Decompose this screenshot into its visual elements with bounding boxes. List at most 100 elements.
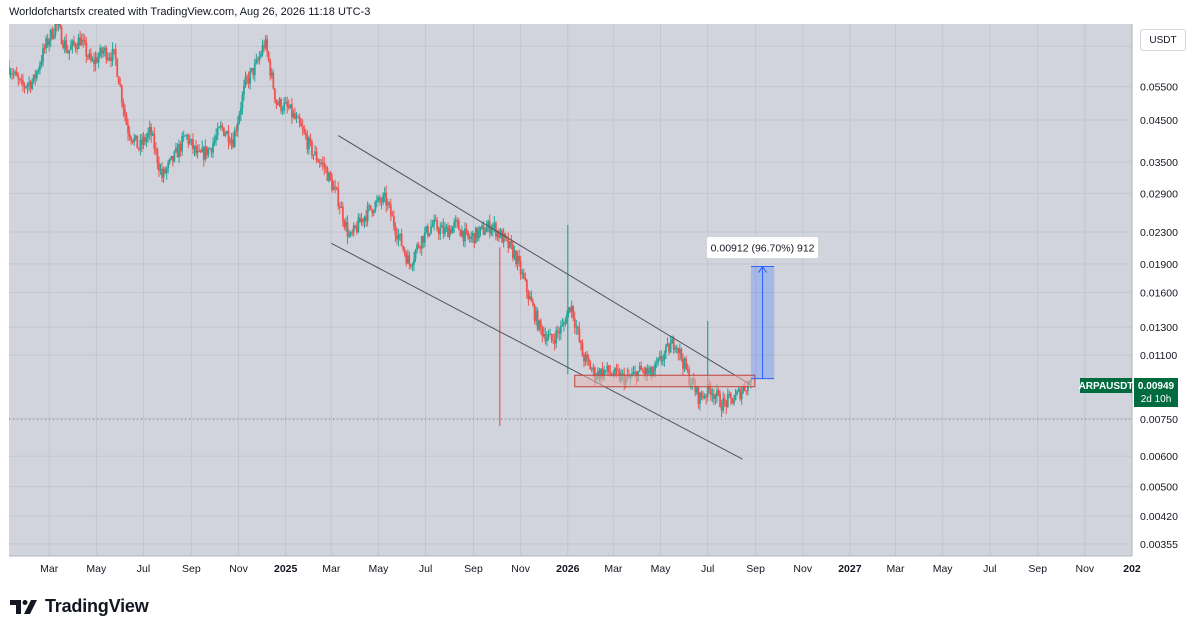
candle-body [323, 163, 326, 168]
candle-body [615, 368, 618, 371]
candle-body [80, 39, 83, 46]
price-chart[interactable]: 0.070000.055000.045000.035000.029000.023… [8, 17, 1191, 580]
candle-body [377, 197, 380, 201]
candle-body [222, 127, 225, 136]
candle-body [406, 255, 409, 264]
candle-body [719, 393, 721, 407]
candle-body [651, 367, 653, 377]
candle-body [678, 348, 681, 354]
candle-body [590, 369, 593, 371]
candle-body [465, 228, 468, 231]
candle-body [133, 137, 136, 143]
candle-body [142, 137, 145, 145]
candle-body [178, 143, 180, 158]
candle-body [515, 250, 517, 265]
y-tick-label: 0.01300 [1140, 322, 1178, 334]
candle-body [433, 219, 435, 225]
candle-body [340, 206, 343, 208]
candle-body [272, 72, 275, 89]
x-tick-label: May [651, 563, 672, 575]
candle-body [375, 200, 378, 203]
candle-body [559, 325, 562, 334]
candle-body [736, 391, 738, 395]
candle-body [167, 162, 170, 169]
candle-body [243, 85, 245, 95]
candle-body [382, 195, 384, 203]
y-tick-label: 0.04500 [1140, 115, 1178, 127]
candle-body [122, 101, 125, 110]
candle-body [496, 231, 499, 237]
candle-body [737, 389, 740, 392]
candle-body [566, 313, 568, 324]
candle-body [657, 358, 660, 363]
candle-body [145, 137, 148, 142]
candle-body [292, 113, 295, 118]
candle-body [423, 231, 426, 243]
candle-body [116, 59, 119, 77]
y-tick-label: 0.05500 [1140, 82, 1178, 94]
y-axis[interactable]: 0.070000.055000.045000.035000.029000.023… [1131, 24, 1191, 580]
candle-body [388, 202, 391, 205]
candle-body [473, 233, 476, 244]
candle-body [348, 234, 350, 237]
candle-body [117, 76, 120, 85]
candle-body [266, 39, 269, 53]
candle-body [289, 104, 292, 109]
candle-body [482, 225, 485, 235]
candle-body [396, 234, 398, 240]
x-axis[interactable]: Mar May Jul Sep Nov 2025 Mar May Jul Sep Nov 2026 Ma… [9, 555, 1141, 580]
candle-body [538, 320, 541, 330]
symbol-price-tag[interactable]: ARPAUSDT 0.00949 2d 10h [1079, 378, 1178, 407]
candle-body [442, 225, 445, 234]
candle-body [694, 384, 697, 393]
candle-body [666, 343, 669, 346]
candle-body [414, 249, 417, 259]
candle-body [360, 218, 363, 223]
candle-body [552, 339, 555, 341]
candle-body [162, 168, 165, 178]
candle-body [301, 126, 304, 130]
candle-body [9, 73, 12, 75]
x-tick-label: Mar [40, 563, 59, 575]
candle-body [578, 329, 581, 342]
candle-body [185, 135, 188, 137]
candle-body [669, 343, 672, 353]
candle-body [34, 74, 37, 79]
candle-body [196, 150, 199, 154]
candle-body [93, 59, 95, 65]
candle-body [190, 139, 193, 141]
candle-body [484, 232, 486, 235]
candle-body [311, 141, 313, 156]
candle-body [108, 57, 111, 59]
candle-body [593, 367, 596, 381]
currency-selector[interactable]: USDT [1140, 29, 1186, 51]
x-tick-label: Nov [229, 563, 248, 575]
x-tick-label: Mar [322, 563, 341, 575]
candle-body [130, 137, 133, 141]
chart-container[interactable]: 0.070000.055000.045000.035000.029000.023… [8, 17, 1191, 580]
candle-body [600, 368, 602, 379]
candle-body [709, 388, 712, 395]
candle-body [212, 143, 214, 153]
candle-body [32, 74, 35, 82]
candle-body [529, 296, 531, 300]
candle-body [416, 244, 418, 250]
candle-body [56, 23, 58, 25]
candle-body [86, 56, 89, 58]
candle-body [150, 126, 153, 136]
candle-body [389, 204, 392, 216]
candle-body [733, 400, 735, 404]
x-axis-background [9, 556, 1132, 580]
candle-body [48, 40, 51, 46]
candle-body [399, 233, 401, 236]
drawings[interactable] [9, 135, 1132, 460]
candle-body [513, 250, 516, 259]
candle-body [283, 102, 286, 111]
candle-body [699, 392, 701, 404]
candle-body [82, 39, 85, 41]
candle-body [320, 162, 323, 164]
candle-body [198, 150, 201, 152]
x-tick-label: Sep [182, 563, 201, 575]
brand-footer[interactable]: TradingView [10, 595, 149, 617]
candle-body [386, 202, 389, 206]
